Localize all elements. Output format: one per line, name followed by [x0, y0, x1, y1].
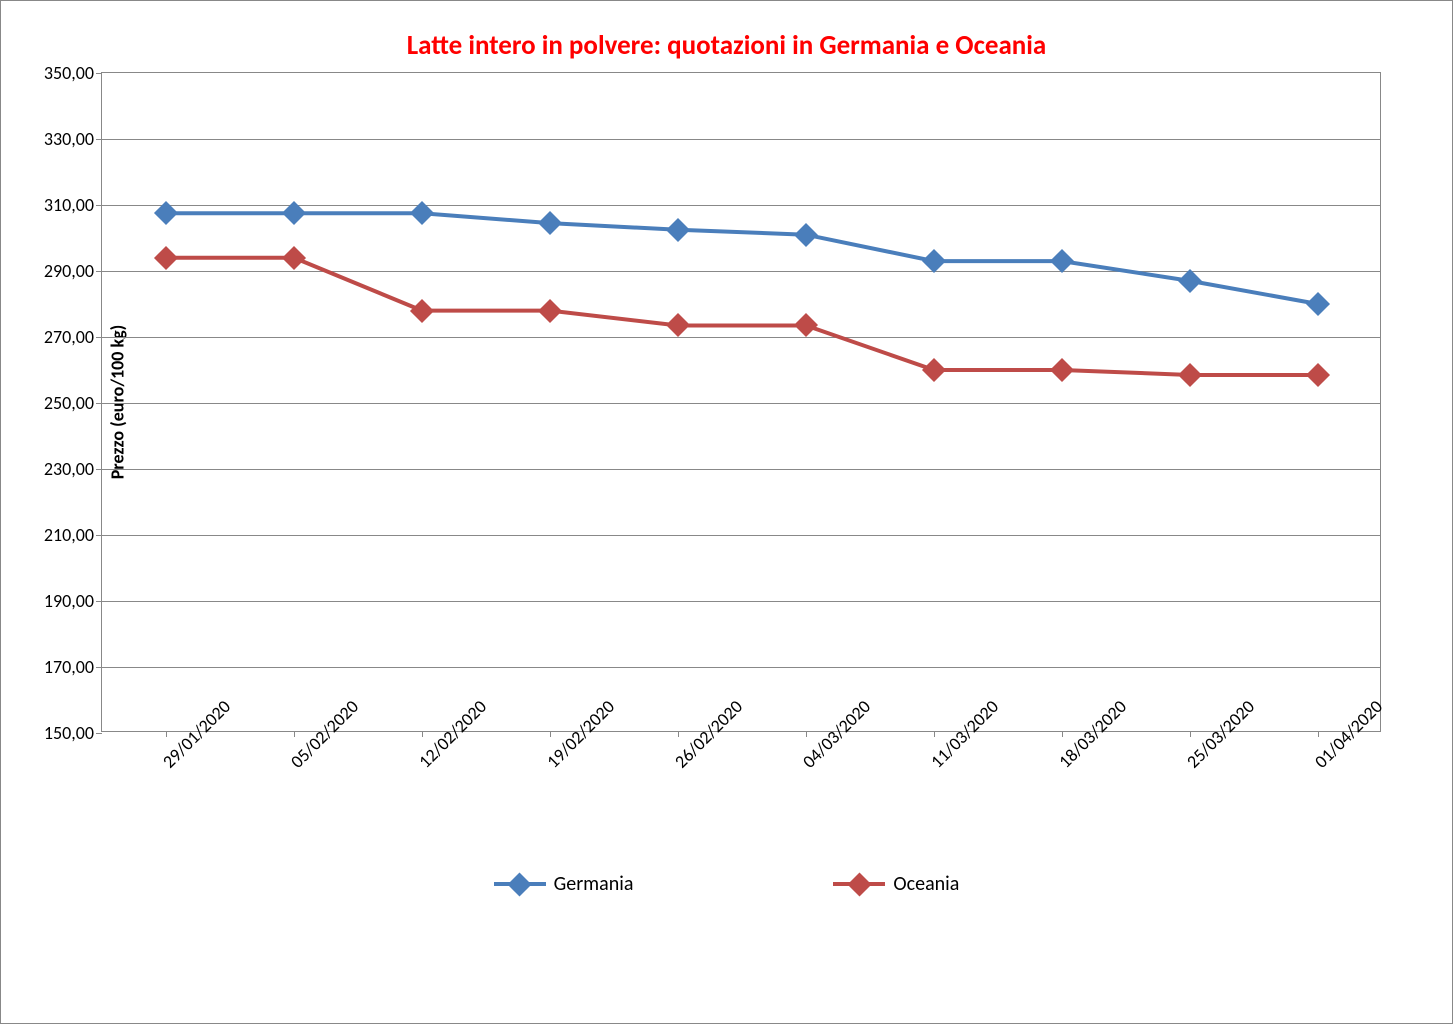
legend-item: Oceania: [833, 872, 959, 896]
y-tick-label: 290,00: [44, 260, 102, 282]
y-tick-label: 250,00: [44, 392, 102, 414]
legend-label: Oceania: [893, 872, 959, 896]
legend-item: Germania: [494, 872, 634, 896]
chart-lines: [102, 73, 1382, 733]
y-tick-label: 170,00: [44, 656, 102, 678]
plot-wrap: Prezzo (euro/100 kg) 150,00170,00190,002…: [101, 72, 1402, 732]
y-tick-label: 310,00: [44, 194, 102, 216]
y-tick-label: 210,00: [44, 524, 102, 546]
plot-area: Prezzo (euro/100 kg) 150,00170,00190,002…: [101, 72, 1381, 732]
series-line: [166, 213, 1318, 304]
legend-swatch: [833, 874, 885, 894]
diamond-icon: [847, 872, 871, 896]
y-tick-label: 330,00: [44, 128, 102, 150]
diamond-icon: [508, 872, 532, 896]
legend: Germania Oceania: [11, 872, 1442, 896]
y-tick-label: 230,00: [44, 458, 102, 480]
y-tick-label: 190,00: [44, 590, 102, 612]
legend-swatch: [494, 874, 546, 894]
chart-container: Latte intero in polvere: quotazioni in G…: [0, 0, 1453, 1024]
chart-title: Latte intero in polvere: quotazioni in G…: [11, 29, 1442, 62]
legend-label: Germania: [554, 872, 634, 896]
y-tick-label: 350,00: [44, 62, 102, 84]
y-tick-label: 270,00: [44, 326, 102, 348]
y-tick-label: 150,00: [44, 722, 102, 744]
